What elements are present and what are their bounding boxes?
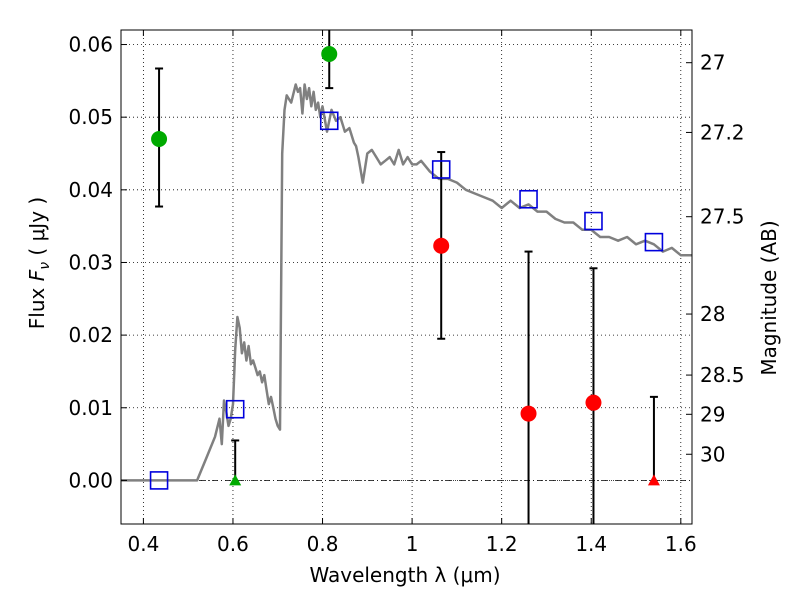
observed-point [585, 394, 602, 411]
y-tick-label: 0.01 [68, 396, 113, 420]
model-point [319, 111, 339, 131]
model-point [584, 211, 603, 231]
model-point [225, 399, 245, 419]
y-axis-label-symbol: F [25, 269, 49, 281]
right-tick-label: 28.5 [700, 363, 745, 387]
y-axis-ticks: 0.00 0.01 0.02 0.03 0.04 0.05 0.06 [68, 33, 127, 492]
model-point [519, 189, 538, 209]
y-axis-label-subscript: ν [37, 262, 53, 270]
y-tick-label: 0.05 [68, 105, 113, 129]
x-tick-label: 1 [406, 532, 419, 556]
model-point [431, 160, 451, 179]
upper-limit-marker [229, 474, 242, 486]
x-tick-label: 0.8 [307, 532, 339, 556]
observed-points [151, 45, 660, 486]
x-tick-label: 0.4 [127, 532, 159, 556]
right-axis-label: Magnitude (AB) [757, 220, 781, 375]
model-points [149, 111, 664, 490]
right-axis-ticks: 27 27.2 27.5 28 28.5 29 30 [686, 51, 745, 466]
x-tick-label: 1.2 [486, 532, 518, 556]
y-tick-label: 0.04 [68, 178, 113, 202]
right-tick-label: 27 [700, 51, 725, 75]
plot-frame [120, 29, 693, 525]
observed-point [151, 130, 168, 147]
y-axis-label-suffix: ( μJy ) [25, 197, 49, 262]
observed-point [433, 237, 450, 254]
x-axis-ticks: 0.4 0.6 0.8 1 1.2 1.4 1.6 [127, 30, 697, 556]
y-tick-label: 0.02 [68, 323, 113, 347]
model-spectrum-line [121, 83, 692, 482]
y-axis-label-prefix: Flux [25, 281, 49, 329]
observed-point [321, 45, 338, 62]
right-tick-label: 30 [700, 442, 725, 466]
observed-point [520, 405, 537, 422]
right-tick-label: 28 [700, 302, 725, 326]
plot-area [121, 30, 692, 524]
x-axis-label: Wavelength λ (μm) [309, 563, 500, 587]
right-tick-label: 27.5 [700, 205, 745, 229]
model-point [644, 232, 664, 252]
upper-limit-marker [647, 474, 660, 486]
x-tick-label: 0.6 [217, 532, 249, 556]
x-tick-label: 1.6 [665, 532, 697, 556]
y-tick-label: 0.03 [68, 250, 113, 274]
right-tick-label: 27.2 [700, 120, 745, 144]
model-point [149, 471, 169, 490]
right-tick-label: 29 [700, 402, 725, 426]
model-spectrum [121, 83, 692, 482]
y-tick-label: 0.06 [68, 33, 113, 57]
x-tick-label: 1.4 [575, 532, 607, 556]
y-axis-label: Flux Fν ( μJy ) [25, 197, 53, 329]
y-tick-label: 0.00 [68, 468, 113, 492]
